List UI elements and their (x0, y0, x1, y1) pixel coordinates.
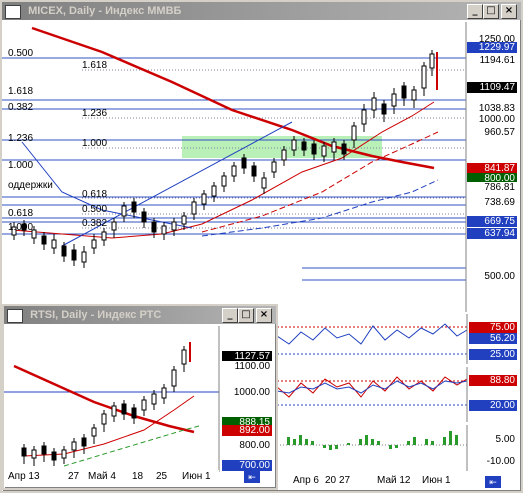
micex-x-axis: Апр 6 20 27 Май 12 Июн 1 (277, 474, 467, 488)
minimize-button[interactable]: _ (222, 308, 238, 323)
price-scale-label: 841.87 (467, 163, 517, 174)
x-label: 27 (339, 475, 351, 486)
ma-dashed-red (201, 131, 439, 233)
price-scale-label: 892.00 (222, 425, 272, 436)
fib-level-label: 1.236 (8, 133, 34, 144)
micex-price-svg (2, 22, 517, 312)
fib-level-label: 1.618 (82, 60, 108, 71)
micex-rsi-panel[interactable]: 75.00 56.20 25.00 (277, 314, 517, 364)
x-label: Июн 1 (182, 471, 211, 482)
x-label: 25 (156, 471, 168, 482)
price-scale-label: 1194.61 (467, 55, 517, 66)
micex-stoch-panel[interactable]: 88.80 20.00 (277, 367, 517, 422)
price-scale-label: 960.57 (467, 127, 517, 138)
chart-window-icon (7, 309, 23, 323)
x-label: Май 4 (88, 471, 116, 482)
candlesticks (11, 50, 435, 268)
price-scale-label: 5.00 (469, 434, 517, 445)
stoch-svg (277, 367, 468, 422)
close-button[interactable]: × (256, 308, 272, 323)
ma-long-red (31, 26, 435, 170)
price-scale-label: 800.00 (467, 173, 517, 184)
fib-level-label: 1.000 (8, 160, 34, 171)
price-scale-label: 1000.00 (467, 114, 517, 125)
rtsi-scroll-button[interactable]: ⇤ (244, 471, 260, 483)
fib-level-label: оддержки (8, 180, 53, 191)
price-scale-label: -10.00 (469, 456, 517, 467)
micex-macd-panel[interactable]: 5.00 -10.00 (277, 425, 517, 471)
fib-level-label: 1.000 (8, 222, 34, 233)
x-label: 18 (132, 471, 144, 482)
rsi-svg (277, 314, 468, 364)
price-scale-label: 25.00 (469, 349, 517, 360)
fib-level-label: 1.000 (82, 138, 108, 149)
price-scale-label: 56.20 (469, 333, 517, 344)
micex-window-title: MICEX, Daily - Индекс ММВБ (28, 5, 182, 17)
macd-svg (277, 425, 468, 471)
price-scale-label: 88.80 (469, 375, 517, 386)
micex-scroll-button[interactable]: ⇤ (485, 476, 501, 488)
price-scale-label: 700.00 (222, 460, 272, 471)
price-scale-label: 786.81 (467, 182, 517, 193)
price-scale-label: 1000.00 (222, 387, 272, 398)
fib-level-label: 1.236 (82, 108, 108, 119)
price-scale-label: 1100.00 (222, 361, 272, 372)
price-scale-label: 888.15 (222, 417, 272, 428)
fib-level-label: 0.500 (8, 48, 34, 59)
price-scale-label: 500.00 (467, 271, 517, 282)
rtsi-ma-mid (23, 395, 195, 457)
x-label: 27 (68, 471, 80, 482)
rtsi-ma-green (63, 425, 200, 467)
ma-blue (21, 141, 193, 229)
maximize-button[interactable]: □ (483, 4, 499, 19)
price-scale-label: 1109.47 (467, 82, 517, 93)
maximize-button[interactable]: □ (238, 308, 254, 323)
rtsi-price-svg (4, 326, 220, 472)
x-label: Май 12 (377, 475, 411, 486)
x-label: 20 (325, 475, 337, 486)
price-scale-label: 20.00 (469, 400, 517, 411)
x-label: Июн 1 (422, 475, 451, 486)
fib-level-label: 0.382 (82, 218, 108, 229)
rtsi-titlebar[interactable]: RTSI, Daily - Индекс РТС _ □ × (4, 306, 276, 324)
price-scale-label: 800.00 (222, 440, 272, 451)
price-scale-label: 1229.97 (467, 42, 517, 53)
fib-level-label: 0.618 (8, 208, 34, 219)
fib-level-label: 1.618 (8, 86, 34, 97)
fib-level-label: 0.500 (82, 204, 108, 215)
ma-dashed-blue (201, 179, 439, 237)
price-scale-label: 1127.57 (222, 351, 272, 362)
rtsi-candlesticks (21, 346, 187, 466)
fib-level-label: 0.618 (82, 189, 108, 200)
trend-line (61, 121, 293, 247)
price-scale-label: 1038.83 (467, 103, 517, 114)
ma-mid-red (11, 101, 435, 239)
price-scale-label: 738.69 (467, 197, 517, 208)
chart-window-icon (5, 5, 21, 19)
x-label: Апр 6 (293, 475, 319, 486)
price-scale-label: 637.94 (467, 228, 517, 239)
x-label: Апр 13 (8, 471, 40, 482)
price-scale-label: 669.75 (467, 216, 517, 227)
fib-level-label: 0.382 (8, 102, 34, 113)
rtsi-chart-window[interactable]: RTSI, Daily - Индекс РТС _ □ × (2, 304, 278, 490)
price-scale-label: 1250.00 (467, 34, 517, 45)
close-button[interactable]: × (501, 4, 517, 19)
rtsi-price-panel[interactable]: 1127.57 1100.00 1000.00 888.15 892.00 800.00 7… (4, 326, 272, 472)
rtsi-x-axis: Апр 13 27 Май 4 18 25 Июн 1 (4, 470, 219, 484)
rtsi-window-title: RTSI, Daily - Индекс РТС (30, 309, 162, 321)
price-scale-label: 75.00 (469, 322, 517, 333)
micex-price-panel[interactable]: 0.500 1.618 1.618 0.382 1.236 1.236 1.000 1.000… (2, 22, 517, 312)
minimize-button[interactable]: _ (467, 4, 483, 19)
micex-titlebar[interactable]: MICEX, Daily - Индекс ММВБ _ □ × (2, 2, 521, 20)
